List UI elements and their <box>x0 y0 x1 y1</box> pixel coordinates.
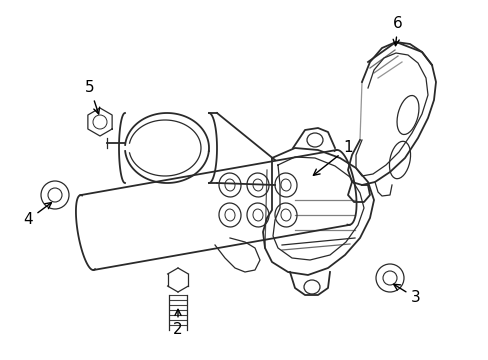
Text: 1: 1 <box>313 140 352 175</box>
Text: 3: 3 <box>393 284 420 306</box>
Text: 4: 4 <box>23 203 51 228</box>
Text: 5: 5 <box>85 81 100 114</box>
Text: 6: 6 <box>392 17 402 46</box>
Text: 2: 2 <box>173 309 183 338</box>
